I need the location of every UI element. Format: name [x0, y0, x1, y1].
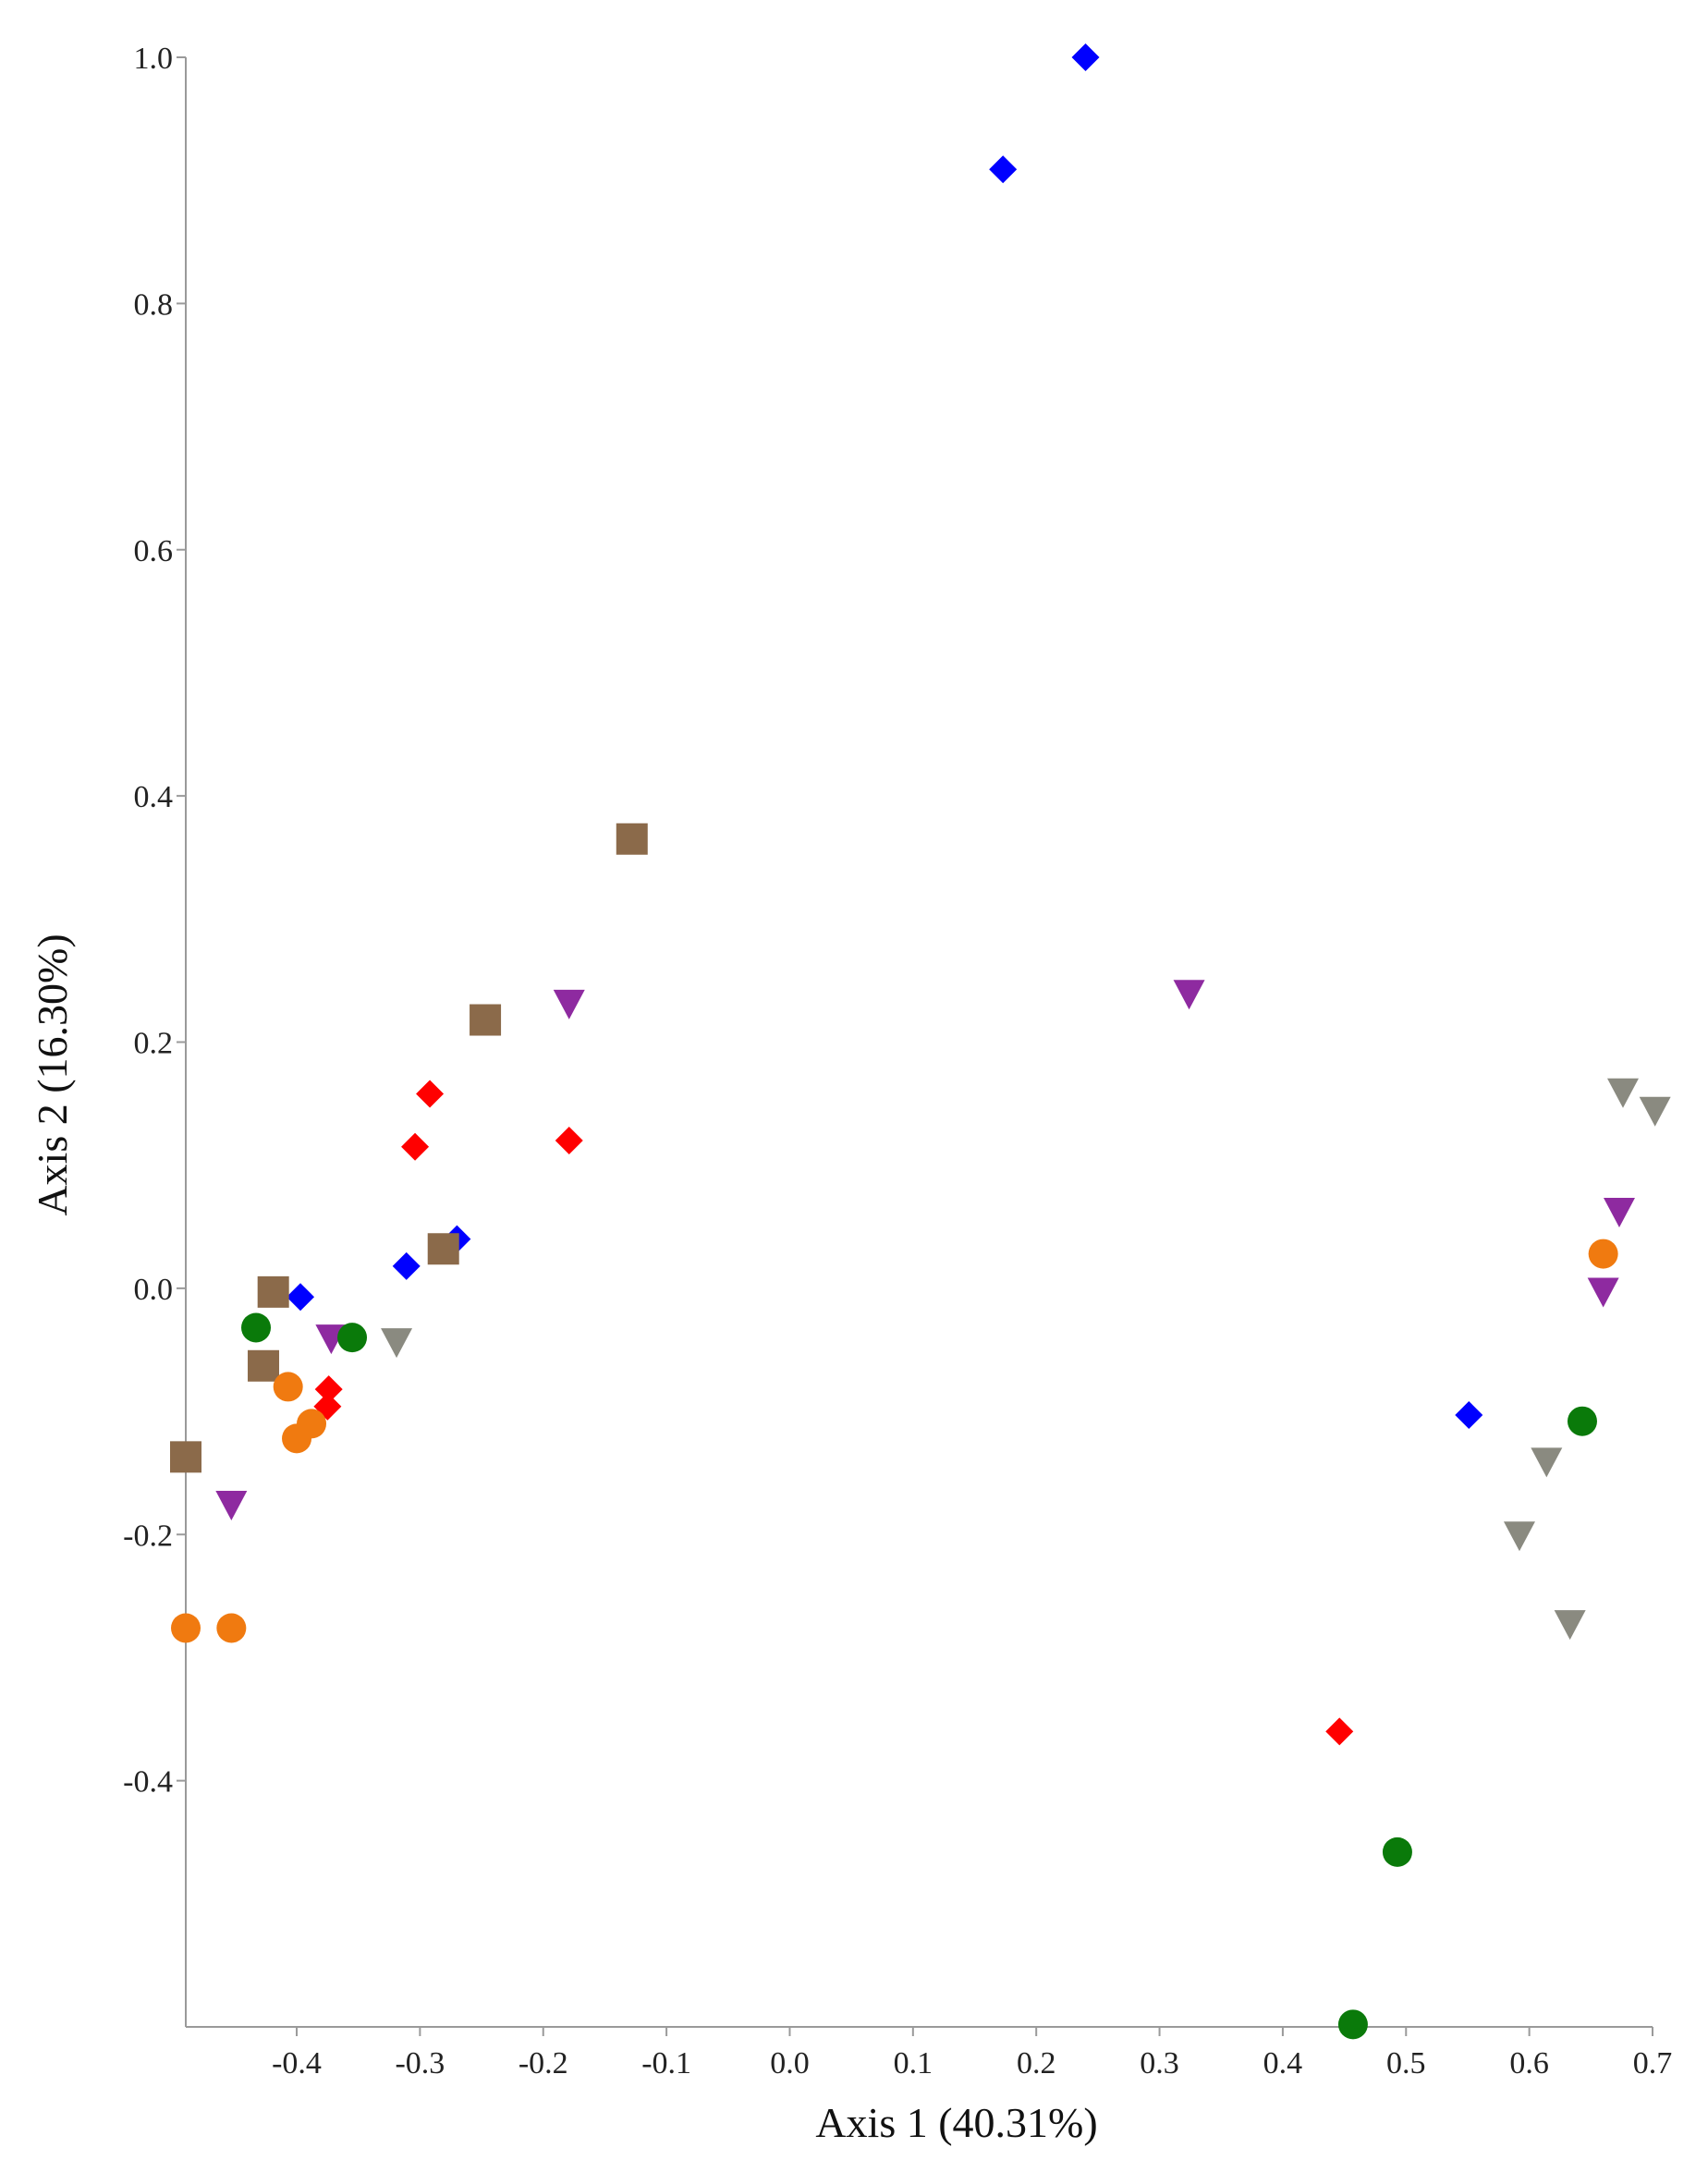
square-point [470, 1004, 502, 1036]
x-tick-label: -0.2 [518, 2046, 568, 2080]
x-tick-label: -0.1 [641, 2046, 691, 2080]
triangle-point [1554, 1610, 1586, 1641]
diamond-point [1071, 43, 1100, 71]
circle-point [216, 1613, 247, 1643]
triangle-point [1603, 1197, 1635, 1227]
diamond-point [287, 1283, 315, 1312]
triangle-point [1531, 1447, 1563, 1478]
circle-point [1588, 1239, 1618, 1269]
y-tick-label: -0.4 [123, 1765, 173, 1800]
y-tick-label: -0.2 [123, 1519, 173, 1553]
triangle-point [1503, 1521, 1535, 1552]
series-2 [170, 823, 648, 1473]
triangle-point [1639, 1096, 1671, 1127]
triangle-point [553, 989, 585, 1019]
y-tick-label: 0.8 [134, 287, 174, 322]
series-4 [381, 1078, 1671, 1641]
square-point [248, 1349, 280, 1382]
x-ticks: -0.4 -0.3 -0.2 -0.1 0.0 0.1 0.2 0.3 0.4 0.5 0.6 0.7 [272, 2027, 1672, 2080]
diamond-point [416, 1080, 445, 1108]
y-tick-label: 0.2 [134, 1027, 174, 1061]
diamond-point [401, 1132, 430, 1161]
triangle-point [1173, 980, 1205, 1010]
series-6 [241, 1312, 1597, 2040]
diamond-point [314, 1375, 343, 1404]
data-points [170, 43, 1671, 2040]
x-tick-label: 0.4 [1263, 2046, 1303, 2080]
triangle-point [381, 1328, 413, 1359]
square-point [170, 1441, 201, 1473]
x-tick-label: 0.5 [1386, 2046, 1426, 2080]
series-1 [313, 1080, 1354, 1746]
x-tick-label: 0.7 [1633, 2046, 1673, 2080]
triangle-point [1606, 1078, 1639, 1108]
x-axis-title: Axis 1 (40.31%) [815, 2099, 1097, 2146]
circle-point [1382, 1836, 1412, 1867]
series-5 [171, 1239, 1618, 1643]
circle-point [273, 1372, 303, 1402]
diamond-point [555, 1127, 583, 1155]
y-tick-label: 1.0 [134, 42, 174, 76]
x-tick-label: -0.3 [395, 2046, 445, 2080]
y-axis-title: Axis 2 (16.30%) [29, 933, 76, 1215]
square-point [427, 1233, 459, 1265]
axes [185, 57, 1653, 2028]
circle-point [1337, 2009, 1368, 2040]
circle-point [241, 1312, 272, 1343]
circle-point [337, 1323, 368, 1353]
circle-point [282, 1423, 312, 1454]
triangle-point [1587, 1277, 1619, 1308]
triangle-point [215, 1490, 248, 1520]
square-point [257, 1275, 289, 1308]
square-point [616, 823, 648, 855]
circle-point [171, 1613, 201, 1643]
y-tick-label: 0.0 [134, 1273, 174, 1307]
y-tick-label: 0.6 [134, 534, 174, 568]
diamond-point [989, 155, 1018, 184]
x-tick-label: 0.1 [894, 2046, 933, 2080]
series-0 [287, 43, 1483, 1430]
x-tick-label: 0.2 [1017, 2046, 1056, 2080]
y-ticks: 1.0 0.8 0.6 0.4 0.2 0.0 -0.2 -0.4 [123, 42, 186, 1800]
y-tick-label: 0.4 [134, 780, 174, 814]
diamond-point [392, 1251, 421, 1280]
x-tick-label: 0.3 [1140, 2046, 1179, 2080]
x-tick-label: 0.0 [770, 2046, 810, 2080]
x-tick-label: -0.4 [272, 2046, 322, 2080]
circle-point [1567, 1406, 1597, 1436]
diamond-point [1455, 1401, 1483, 1430]
x-tick-label: 0.6 [1509, 2046, 1549, 2080]
diamond-point [1325, 1717, 1354, 1746]
